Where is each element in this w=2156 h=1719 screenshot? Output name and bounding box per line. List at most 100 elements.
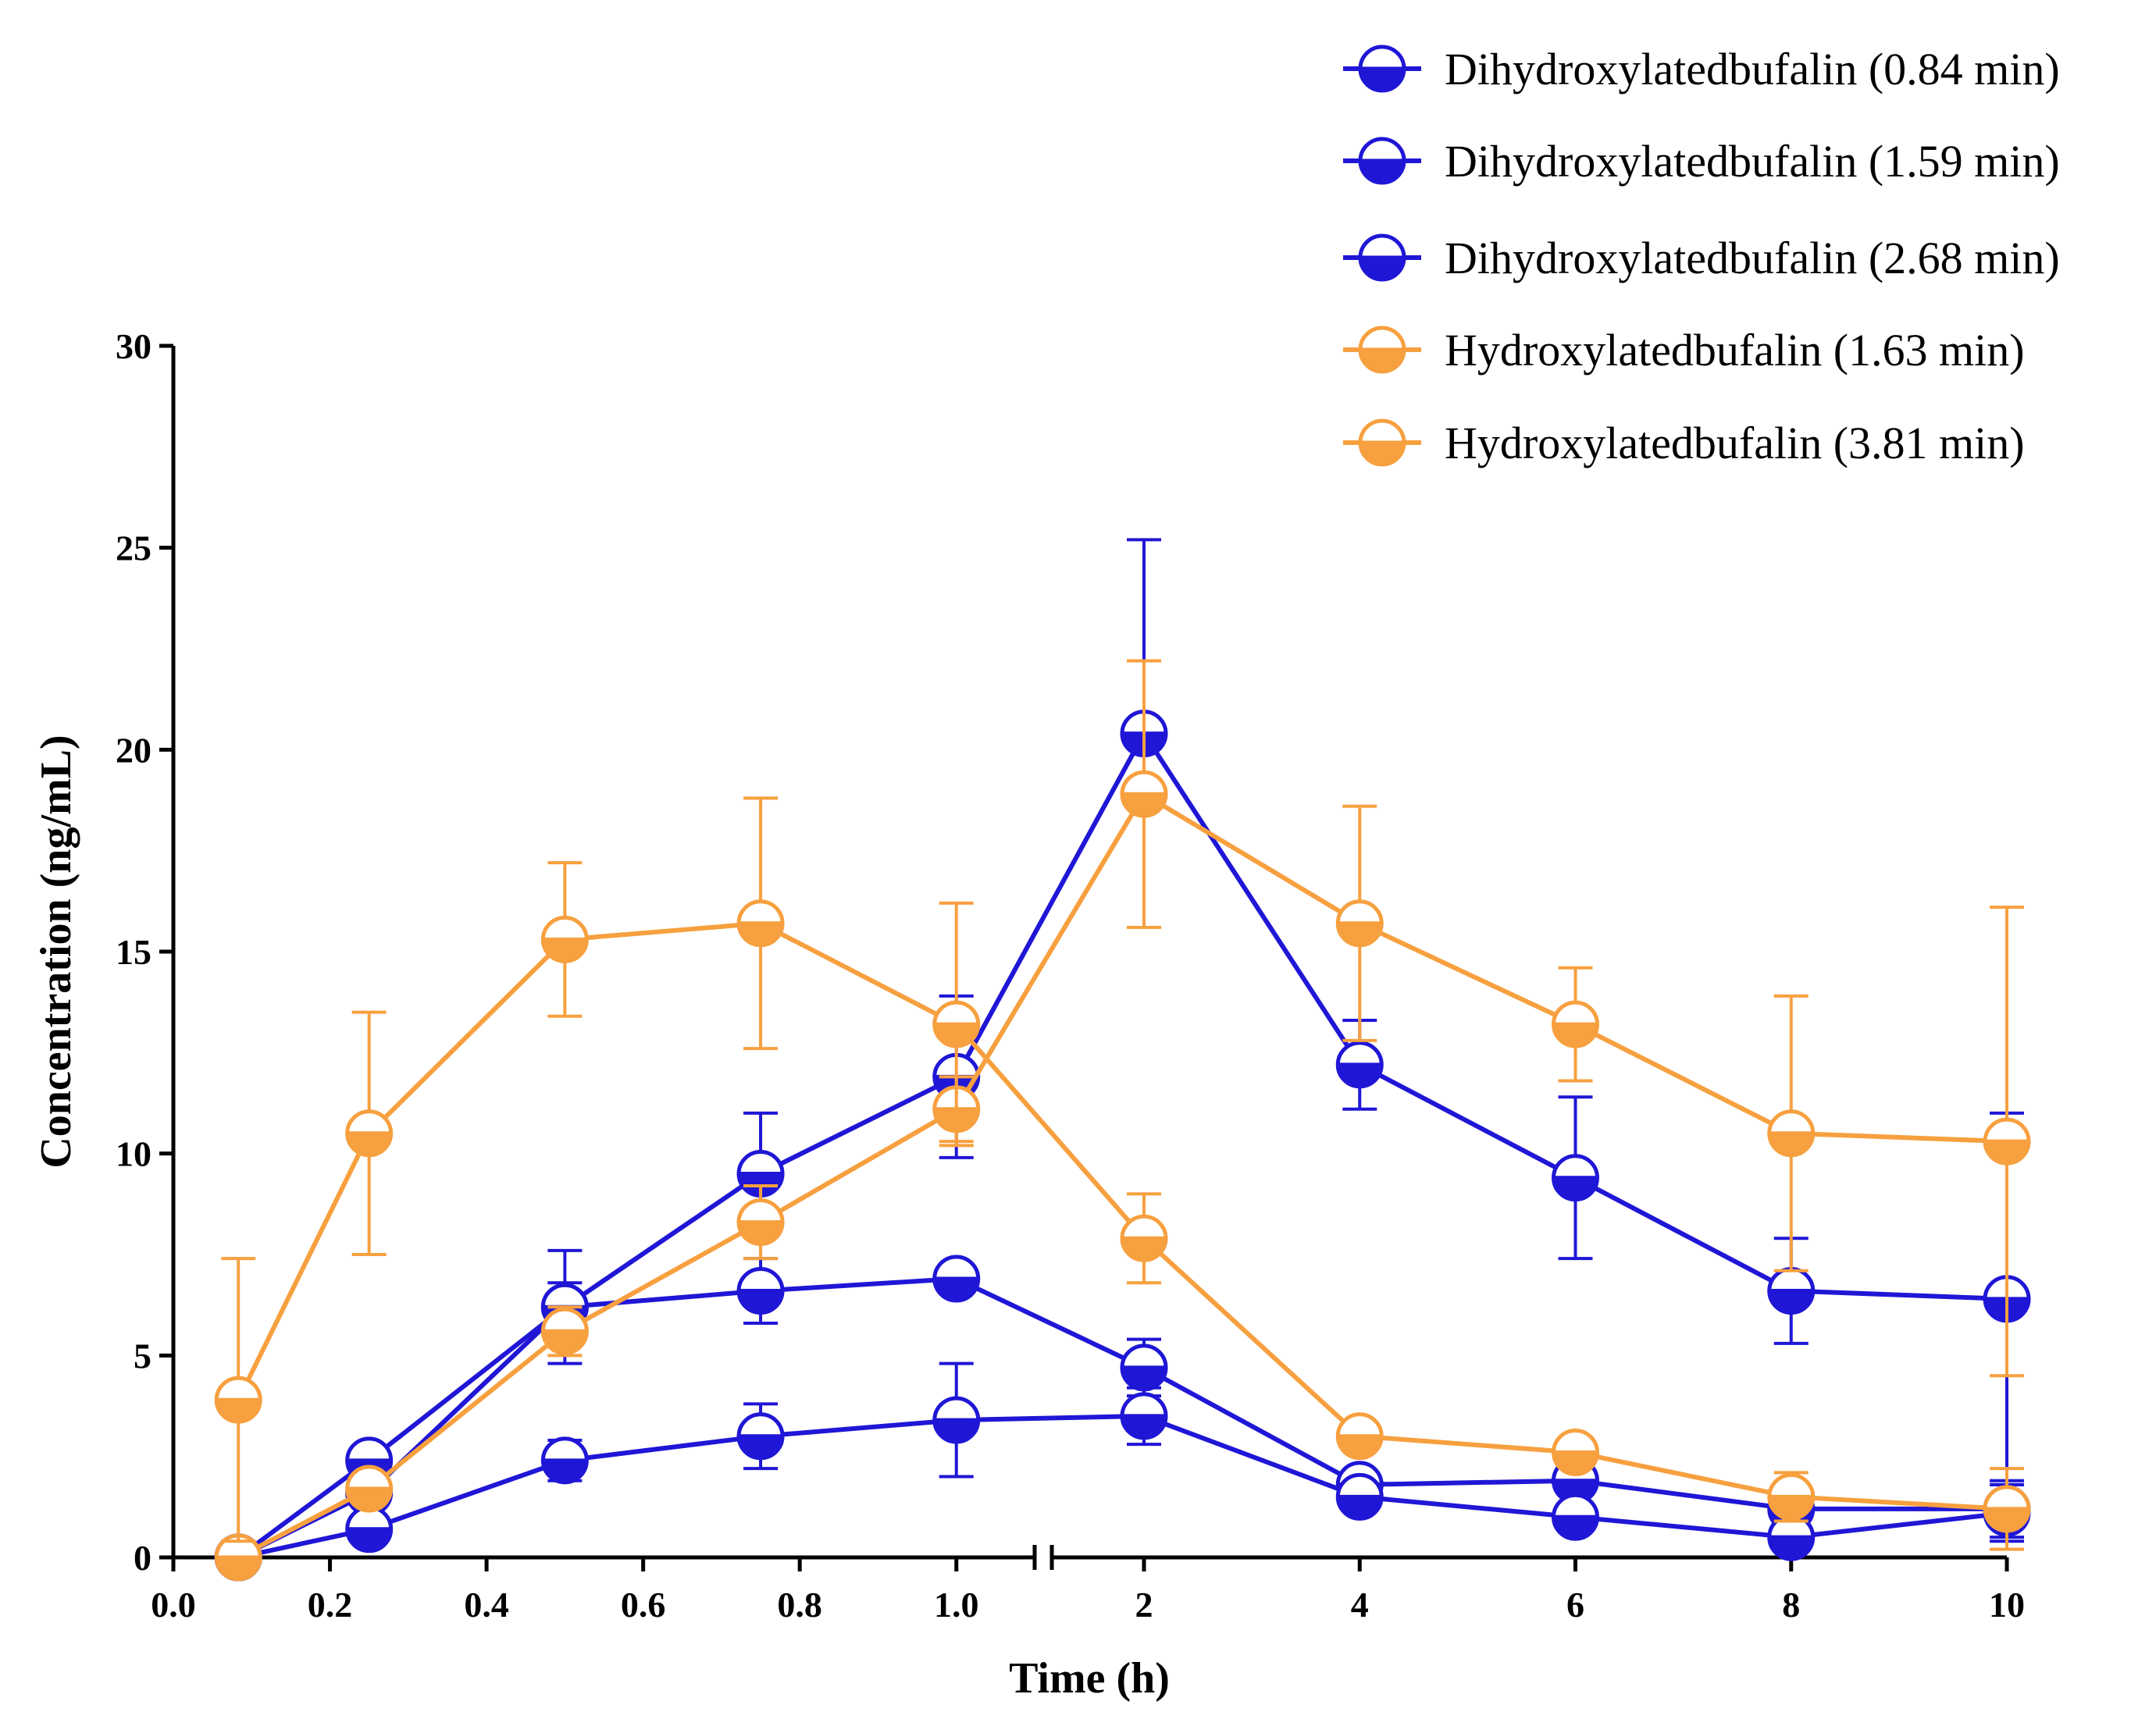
marker-fill	[1553, 1024, 1598, 1047]
y-tick-label: 0	[134, 1538, 151, 1578]
x-tick-label: 0.0	[151, 1585, 196, 1625]
x-tick-label: 1.0	[934, 1585, 979, 1625]
data-point	[1767, 1109, 1816, 1158]
marker-empty	[1338, 1475, 1382, 1497]
marker-empty	[1122, 1216, 1166, 1239]
marker-empty	[1769, 1269, 1813, 1291]
axes: 0 5 10 15 20 25 30 0.0 0.2 0.4 0.6 0.8 1.0 2 4 6 8 10 Time…	[32, 326, 2025, 1703]
marker-empty	[739, 1200, 783, 1223]
data-point	[1983, 1485, 2031, 1533]
data-point	[932, 1255, 981, 1303]
marker-fill	[1122, 1367, 1166, 1390]
marker-fill	[1122, 794, 1166, 817]
data-point	[1335, 1041, 1384, 1089]
marker-fill	[1338, 1064, 1382, 1087]
data-point	[1552, 1428, 1599, 1476]
data-point	[214, 1376, 262, 1424]
marker-fill	[739, 1222, 783, 1244]
x-axis-title: Time (h)	[1009, 1654, 1170, 1703]
marker-fill	[739, 1290, 783, 1313]
legend-marker	[1358, 137, 1406, 185]
legend-label: Hydroxylatedbufalin (3.81 min)	[1445, 418, 2025, 468]
marker-empty	[347, 1507, 391, 1529]
marker-fill	[739, 923, 783, 945]
legend-label: Dihydroxylatedbufalin (0.84 min)	[1445, 44, 2060, 94]
x-tick-label: 0.6	[621, 1585, 666, 1625]
marker-fill	[216, 1557, 261, 1579]
data-point	[345, 1505, 394, 1554]
marker-fill	[1553, 1452, 1598, 1475]
marker-empty	[739, 1151, 783, 1174]
x-tick-label: 6	[1566, 1585, 1584, 1625]
marker-fill	[1360, 161, 1404, 183]
data-point	[1120, 770, 1168, 818]
x-tick-label: 2	[1135, 1585, 1153, 1625]
data-point	[1120, 1392, 1168, 1440]
data-point	[540, 915, 589, 963]
marker-empty	[1360, 421, 1404, 443]
series-3	[214, 1361, 2031, 1582]
marker-empty	[1122, 1393, 1166, 1416]
legend-item: Dihydroxylatedbufalin (0.84 min)	[1343, 44, 2060, 94]
data-point	[345, 1109, 394, 1158]
series-line	[237, 792, 2008, 1560]
marker-empty	[1360, 328, 1404, 350]
marker-fill	[934, 1024, 978, 1047]
marker-empty	[739, 1269, 783, 1291]
marker-empty	[1985, 1119, 2029, 1142]
legend-label: Dihydroxylatedbufalin (2.68 min)	[1445, 233, 2060, 283]
y-tick-label: 30	[116, 326, 151, 366]
marker-empty	[347, 1111, 391, 1134]
marker-empty	[1338, 901, 1382, 924]
marker-empty	[1360, 236, 1404, 258]
series-4	[214, 659, 2031, 1582]
marker-empty	[543, 1309, 587, 1332]
y-tick-label: 10	[116, 1134, 151, 1174]
marker-fill	[1338, 923, 1382, 945]
marker-empty	[543, 917, 587, 940]
marker-empty	[1553, 1430, 1598, 1453]
legend-marker	[1358, 326, 1406, 374]
x-tick-label: 8	[1782, 1585, 1800, 1625]
marker-empty	[1553, 1002, 1598, 1025]
marker-empty	[1985, 1486, 2029, 1509]
marker-fill	[1769, 1537, 1813, 1560]
marker-empty	[1553, 1495, 1598, 1518]
y-tick-label: 25	[116, 529, 151, 568]
data-point	[1767, 1267, 1816, 1315]
series-group	[214, 538, 2031, 1582]
marker-fill	[347, 1529, 391, 1551]
series-line	[237, 1413, 2008, 1560]
legend-marker	[1358, 44, 1406, 93]
marker-empty	[934, 1002, 978, 1025]
marker-fill	[1553, 1177, 1598, 1200]
legend-item: Hydroxylatedbufalin (1.63 min)	[1343, 325, 2025, 375]
marker-empty	[739, 901, 783, 924]
marker-empty	[216, 1378, 261, 1400]
marker-empty	[1338, 1414, 1382, 1436]
marker-empty	[1338, 1042, 1382, 1065]
data-point	[736, 1267, 785, 1315]
data-point	[736, 1198, 785, 1247]
x-tick-label: 0.2	[308, 1585, 353, 1625]
marker-fill	[1122, 1238, 1166, 1261]
marker-empty	[347, 1467, 391, 1489]
data-point	[736, 1412, 785, 1461]
marker-fill	[1360, 69, 1404, 91]
marker-empty	[1360, 47, 1404, 69]
marker-fill	[347, 1133, 391, 1155]
data-point	[932, 1396, 981, 1444]
marker-fill	[739, 1436, 783, 1458]
marker-fill	[934, 1279, 978, 1301]
legend-label: Dihydroxylatedbufalin (1.59 min)	[1445, 136, 2060, 187]
marker-fill	[1360, 443, 1404, 464]
x-tick-label: 4	[1351, 1585, 1369, 1625]
marker-fill	[1553, 1517, 1598, 1539]
marker-fill	[347, 1489, 391, 1511]
marker-empty	[934, 1398, 978, 1421]
marker-empty	[1553, 1155, 1598, 1178]
data-point	[1120, 1214, 1168, 1262]
y-axis-title: Concentration (ng/mL)	[32, 735, 80, 1168]
